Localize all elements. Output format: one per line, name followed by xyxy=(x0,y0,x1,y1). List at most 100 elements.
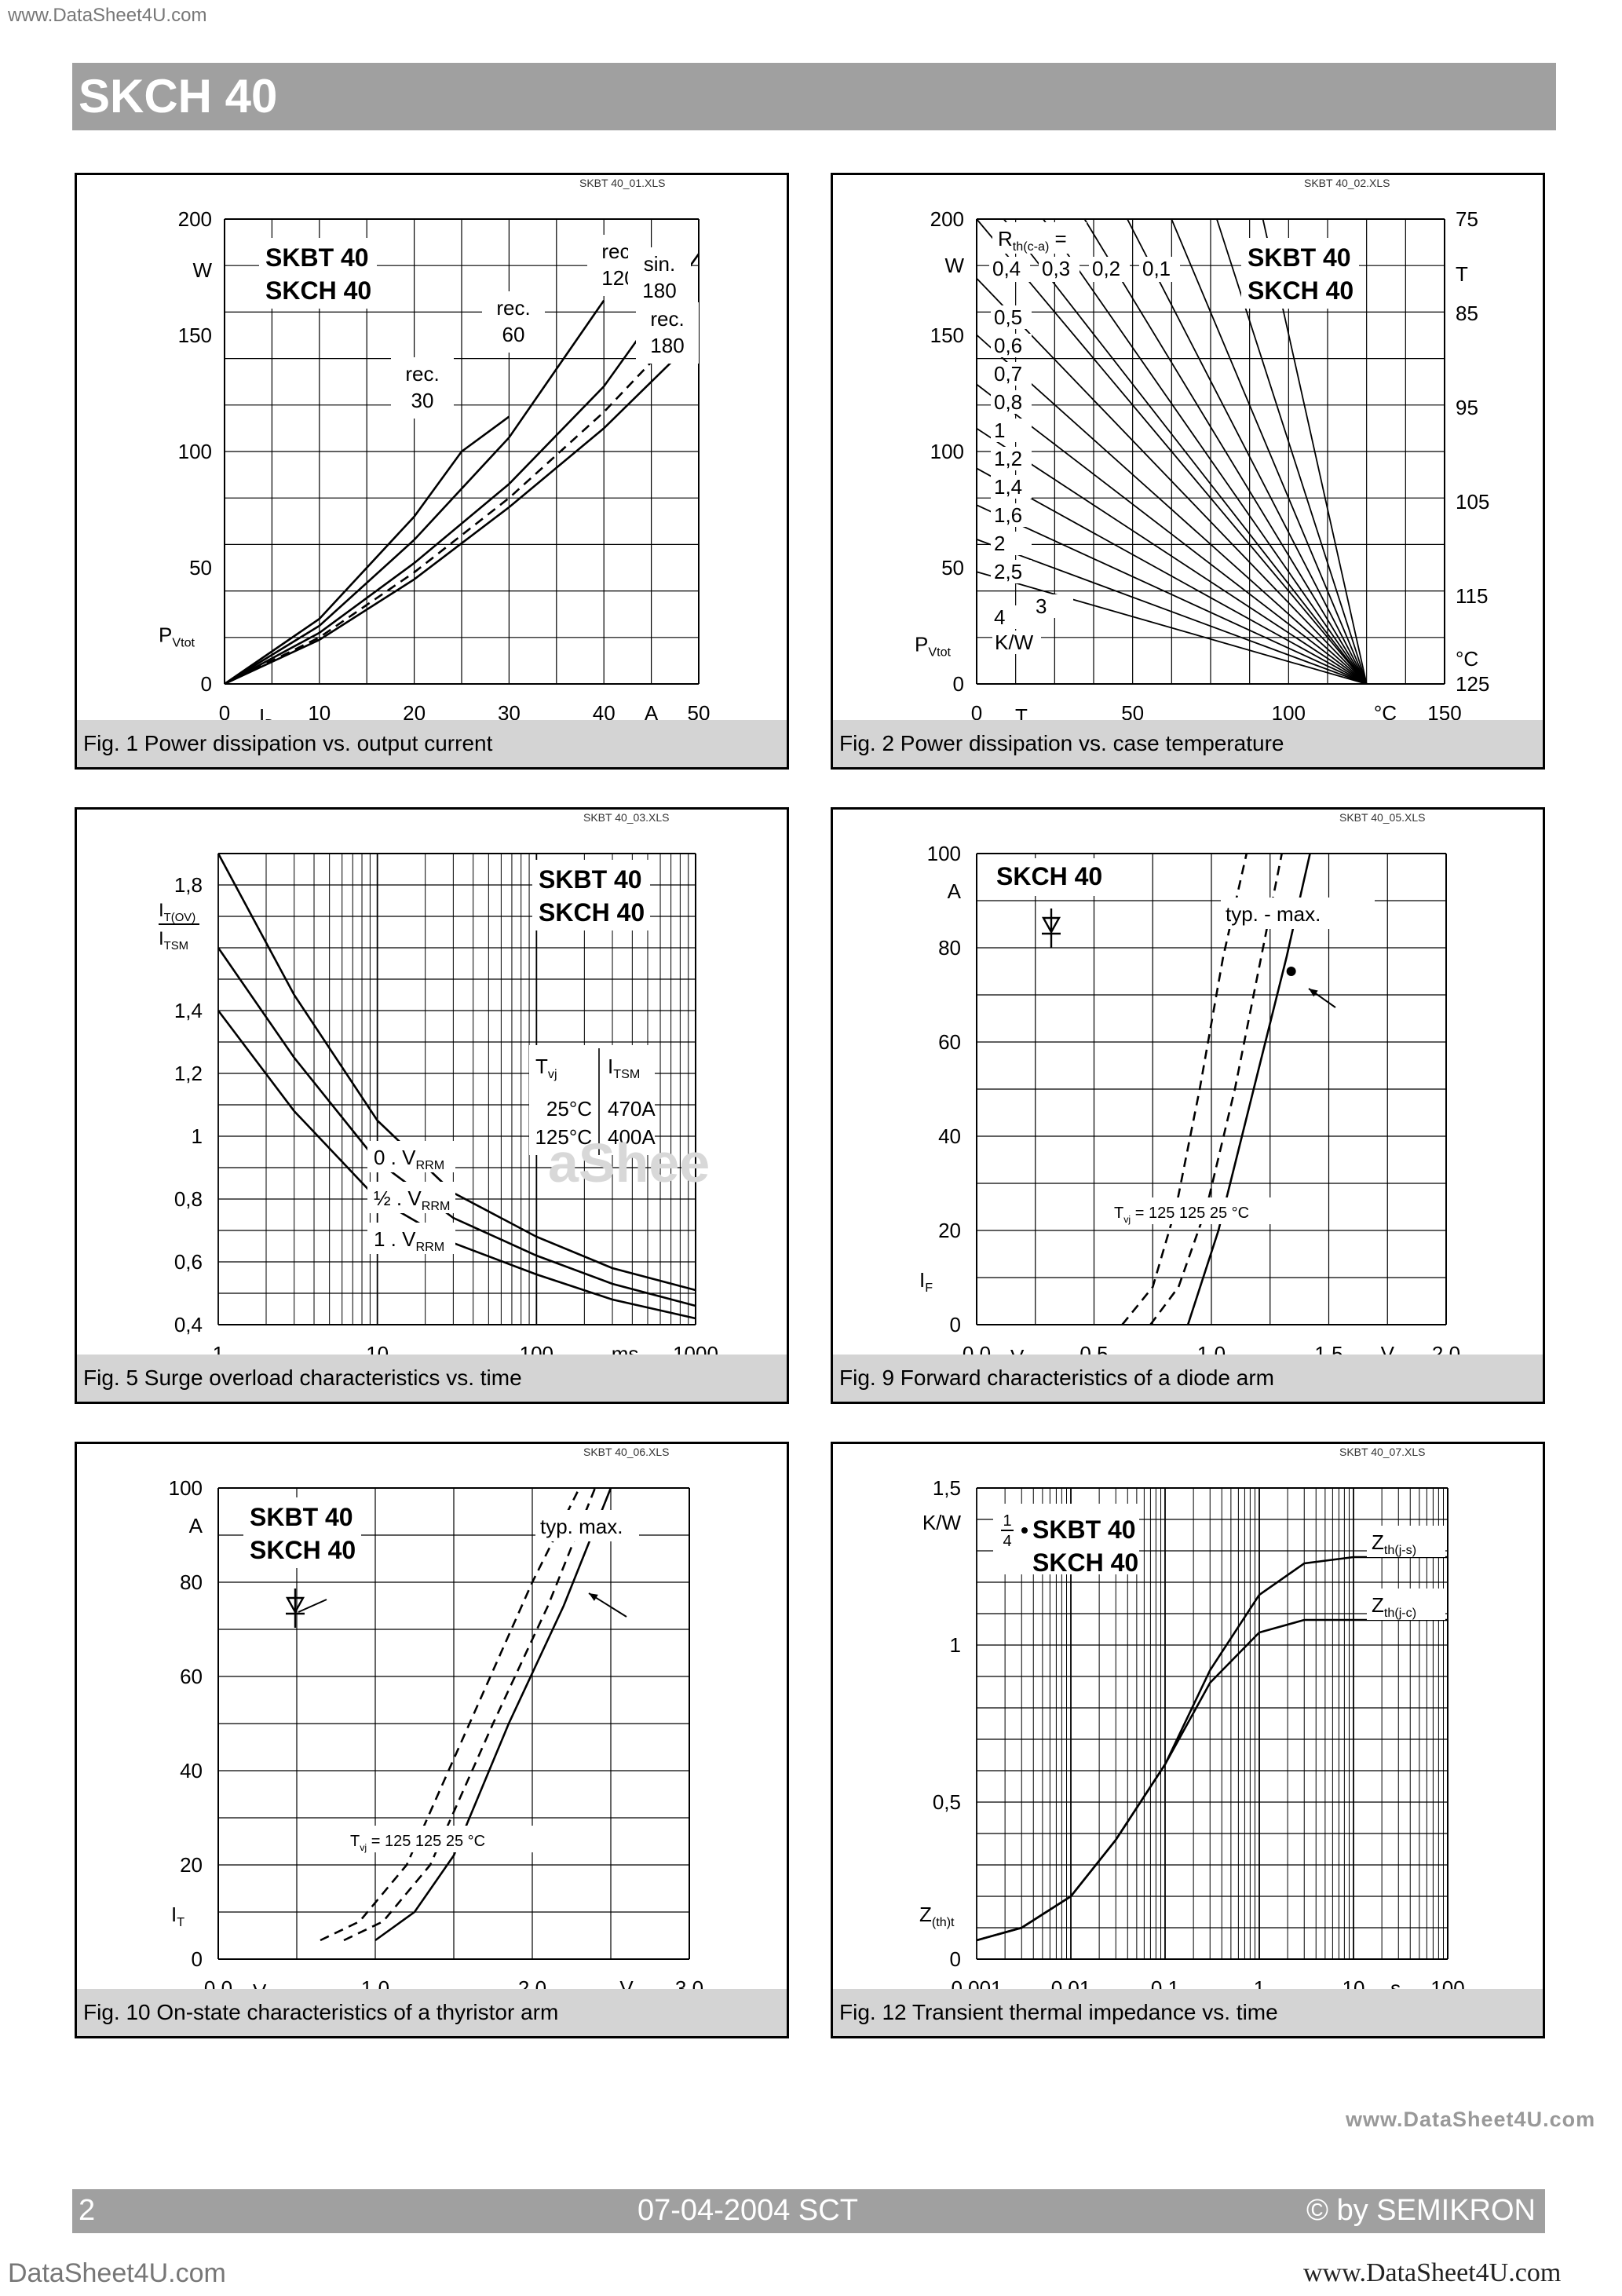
fig10-tvj-label: Tvj = 125 125 25 °C xyxy=(350,1833,485,1853)
fig2-rth-value-box xyxy=(1039,257,1080,282)
fig1-series-label: 180 xyxy=(642,279,676,302)
fig12-xtick: 0,1 xyxy=(1151,1976,1179,1989)
fig2-rth-value: 0,2 xyxy=(1092,257,1120,280)
fig2-label-box xyxy=(1241,238,1359,309)
fig1-xtick: A xyxy=(645,701,659,720)
fig2-rth-value-box xyxy=(991,362,1032,386)
fig1-series-label: 30 xyxy=(411,389,434,412)
watermark-bottom-right: www.DataSheet4U.com xyxy=(1303,2258,1562,2287)
fig1-label-box xyxy=(259,238,377,309)
fig1-series-label: 180 xyxy=(650,334,684,357)
fig10-typmax-box xyxy=(535,1510,639,1541)
fig2-right-tick: T xyxy=(1456,262,1468,286)
fig9-ytick: A xyxy=(948,879,962,903)
fig5-xtick: ms xyxy=(612,1342,639,1355)
fig2-rth-line-4 xyxy=(976,427,1368,685)
fig10-series-0 xyxy=(320,1487,581,1942)
fig2-rth-value-box xyxy=(1089,257,1130,282)
fig12-device-label: SKCH 40 xyxy=(1032,1548,1138,1577)
fig5-table-itsm: 400A xyxy=(608,1125,656,1149)
fig10-panel: SKBT 40_06.XLS 100 A 80 60 40 20 0 0,0 1,0 2,0 V 3,… xyxy=(75,1442,789,2038)
fig10-chart: 100 A 80 60 40 20 00,0 1,0 2,0 V 3,0 IT VT SKBT 40 SKC… xyxy=(169,1476,703,1989)
fig10-ytick: 0 xyxy=(192,1947,203,1971)
fig12-series-label: Zth(j-s) xyxy=(1372,1530,1416,1557)
fig5-ytick: 1,8 xyxy=(174,873,203,897)
fig1-series-label-box xyxy=(391,357,454,419)
fig12-ytick: 0 xyxy=(950,1947,961,1971)
fig1-xtick: 0 xyxy=(219,701,230,720)
fig5-table-header-tvj: Tvj xyxy=(535,1055,557,1081)
fig10-typmax-label: typ. max. xyxy=(540,1515,623,1538)
fig5-ylabel-num: IT(OV) xyxy=(159,900,195,924)
fig2-rth-value: 2 xyxy=(994,532,1005,555)
fig2-rth-line-7 xyxy=(976,277,1368,685)
fig1-file-label: SKBT 40_01.XLS xyxy=(579,177,666,189)
fig1-series-label-box xyxy=(482,291,545,353)
fig12-ytick: K/W xyxy=(922,1511,962,1534)
fig2-ytick: 100 xyxy=(930,440,964,463)
fig2-rth-value: 0,6 xyxy=(994,334,1022,357)
fig2-rth-line-2 xyxy=(976,504,1368,685)
fig12-xtick: 0,001 xyxy=(951,1976,1002,1989)
fig9-xtick: 0,0 xyxy=(963,1342,991,1355)
fig2-rth-line-8 xyxy=(976,218,1368,685)
fig5-table-itsm: 470A xyxy=(608,1097,656,1121)
fig1-device-label: SKCH 40 xyxy=(265,276,371,305)
fig2-ylabel: PVtot xyxy=(915,633,952,660)
fig2-right-tick: °C xyxy=(1456,647,1478,671)
fig10-ytick: A xyxy=(189,1514,203,1537)
fig12-label-box xyxy=(993,1504,1139,1574)
fig5-ytick: 1,4 xyxy=(174,999,203,1022)
fig9-panel: SKBT 40_05.XLS 100 A 80 60 40 20 0 0,0 0,5 1,0 1,5… xyxy=(831,807,1545,1404)
fig5-curve-label: 0 . VRRM xyxy=(374,1146,444,1172)
fig2-rth-value-box xyxy=(991,475,1032,499)
fig5-ytick: 0,6 xyxy=(174,1250,203,1274)
fig12-ytick: 1,5 xyxy=(933,1476,961,1500)
fig12-series-1 xyxy=(976,1618,1448,1942)
watermark-top: www.DataSheet4U.com xyxy=(8,5,207,26)
fig2-rth-value-box xyxy=(991,305,1032,329)
fig10-label-box xyxy=(243,1497,361,1568)
fig2-rth-line-0 xyxy=(976,571,1367,685)
fig9-label-box xyxy=(990,858,1108,896)
fig9-ytick: 80 xyxy=(938,936,961,960)
fig9-typmax-box xyxy=(1221,898,1375,929)
fig1-xtick: 40 xyxy=(593,701,616,720)
fig10-ytick: 100 xyxy=(169,1476,203,1500)
fig12-caption: Fig. 12 Transient thermal impedance vs. … xyxy=(833,1989,1543,2036)
fig5-series-1 xyxy=(217,947,696,1307)
fig12-frac-num: 1 xyxy=(1003,1512,1011,1530)
fig2-rth-line-10 xyxy=(1043,218,1368,685)
fig2-rth-value-box xyxy=(991,390,1032,414)
fig2-rth-value: 0,4 xyxy=(992,257,1021,280)
fig1-xlabel: ID xyxy=(259,704,274,720)
fig5-chart: 1,81,41,210,80,60,4110100ms1000tIT(OV)IT… xyxy=(159,853,718,1355)
fig10-xtick: 3,0 xyxy=(675,1976,703,1989)
fig12-xtick: 10 xyxy=(1343,1976,1365,1989)
fig2-rth-line-6 xyxy=(976,334,1368,685)
fig12-ytick: 0,5 xyxy=(933,1790,961,1814)
fig12-chart: 1,5 K/W 1 0,5 0 0,001 0,01 0,1 1 10 s 100 t Z(th)t 1 4 S… xyxy=(919,1476,1465,1989)
fig10-ytick: 60 xyxy=(180,1665,203,1688)
fig9-typmax-label: typ. - max. xyxy=(1226,902,1321,926)
fig12-xlabel: t xyxy=(1025,1986,1031,1989)
fig9-ylabel: IF xyxy=(919,1268,933,1295)
fig2-ytick: 0 xyxy=(953,672,964,696)
fig1-xtick: 20 xyxy=(403,701,426,720)
fig5-panel: SKBT 40_03.XLS 1,8 1,4 1,2 1 0,8 0,6 0,4 1 10 100… xyxy=(75,807,789,1404)
fig10-device-label: SKCH 40 xyxy=(250,1536,356,1564)
fig9-tvj-box xyxy=(1111,1197,1309,1224)
fig5-curve-label-box xyxy=(367,1141,455,1172)
fig5-xtick: 1 xyxy=(213,1342,224,1355)
fig5-ylabel-den: ITSM xyxy=(159,928,188,952)
fig2-ytick: 150 xyxy=(930,324,964,347)
fig2-rth-value: 2,5 xyxy=(994,560,1022,583)
fig12-device-label: SKBT 40 xyxy=(1032,1515,1136,1544)
fig9-xtick: 2,0 xyxy=(1432,1342,1460,1355)
fig2-rth-value-box xyxy=(1139,257,1180,282)
fig2-rth-unit-box xyxy=(992,631,1041,654)
page-header: SKCH 40 xyxy=(72,63,1556,130)
fig5-ytick: 1 xyxy=(192,1124,203,1148)
fig9-ytick: 20 xyxy=(938,1219,961,1242)
fig9-marker-dot xyxy=(1286,967,1296,976)
